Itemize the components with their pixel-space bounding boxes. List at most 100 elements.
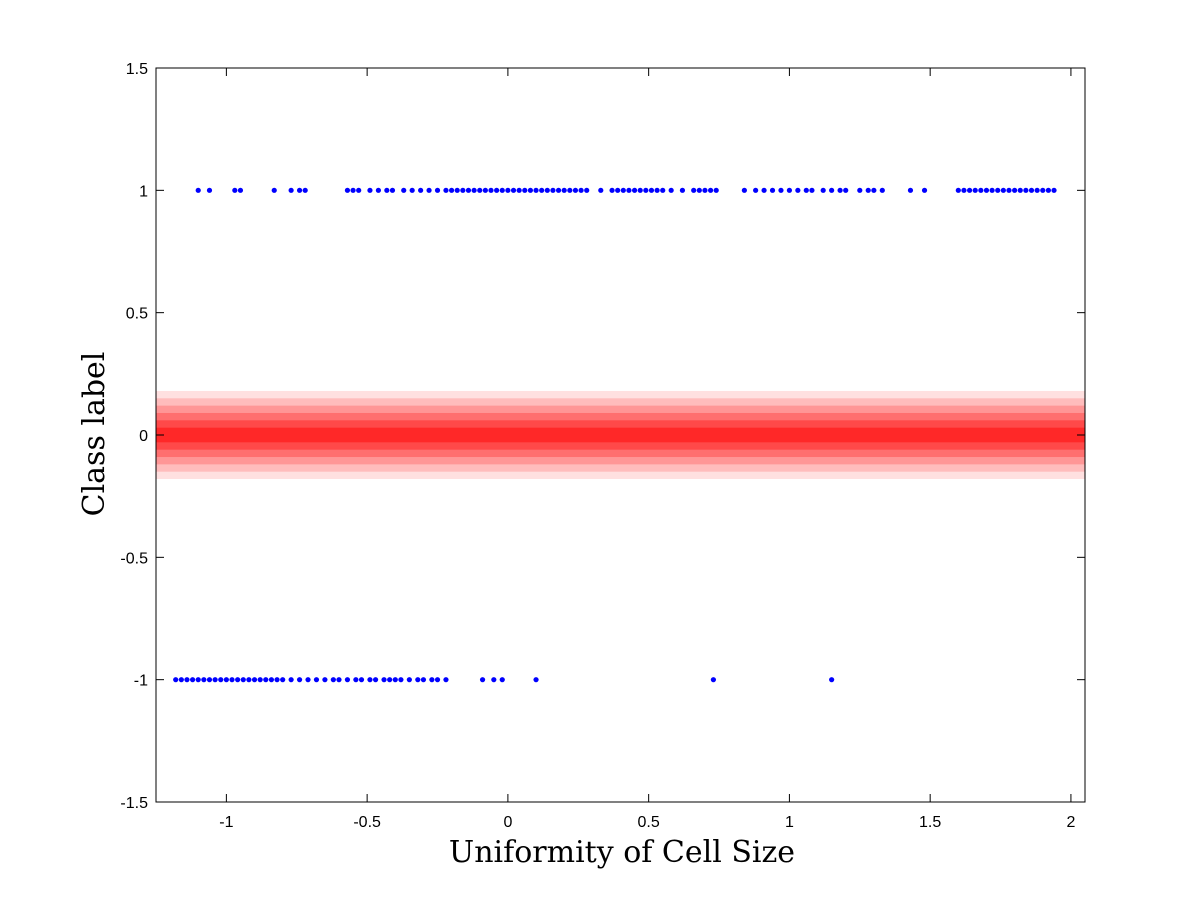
data-point [237, 187, 244, 193]
data-point [381, 677, 387, 683]
y-tick-label: 0.5 [126, 306, 148, 323]
data-point [1012, 187, 1018, 193]
data-point [330, 677, 336, 683]
data-point [313, 677, 320, 683]
data-point [460, 187, 466, 193]
data-point [707, 187, 714, 193]
data-point [615, 187, 621, 193]
data-point [499, 677, 505, 683]
data-point [660, 187, 666, 193]
data-point [857, 187, 863, 193]
data-point [879, 187, 885, 193]
data-point [268, 677, 275, 683]
x-tick-label: 0 [503, 814, 512, 831]
data-point [223, 677, 229, 683]
data-point [212, 677, 218, 683]
x-tick-label: 1 [785, 814, 794, 831]
data-point [420, 677, 427, 683]
data-point [921, 187, 928, 193]
data-point [406, 677, 412, 683]
data-point [173, 677, 179, 683]
data-point [691, 187, 697, 193]
data-point [372, 677, 379, 683]
data-point [843, 187, 849, 193]
data-point [178, 677, 184, 683]
data-point [235, 677, 241, 683]
data-point [539, 187, 545, 193]
data-point [367, 187, 373, 193]
data-point [989, 187, 995, 193]
data-point [741, 187, 747, 193]
data-point [350, 187, 356, 193]
data-point [550, 187, 556, 193]
data-point [409, 187, 415, 193]
data-point [384, 187, 390, 193]
data-point [488, 187, 494, 193]
data-point [955, 187, 961, 193]
data-point [1051, 187, 1057, 193]
data-point [429, 677, 435, 683]
data-point [544, 187, 550, 193]
band-level-1 [156, 398, 1085, 472]
data-point [679, 187, 686, 193]
data-point [654, 187, 660, 193]
data-point [471, 187, 477, 193]
data-point [1023, 187, 1029, 193]
data-point [443, 677, 449, 683]
data-point [418, 187, 424, 193]
data-point [1017, 187, 1023, 193]
data-point [296, 677, 303, 683]
data-point [609, 187, 615, 193]
band-level-0 [156, 390, 1085, 480]
data-point [392, 677, 398, 683]
data-point [367, 677, 373, 683]
data-point [1034, 187, 1040, 193]
data-point [702, 187, 708, 193]
data-point [907, 187, 914, 193]
data-point [288, 677, 294, 683]
y-tick-label: 1.5 [126, 61, 148, 78]
data-point [240, 677, 246, 683]
data-point [274, 677, 280, 683]
data-point [1006, 187, 1012, 193]
data-point [761, 187, 767, 193]
data-point [448, 187, 455, 193]
data-point [305, 677, 311, 683]
data-point [398, 677, 404, 683]
y-tick-label: -1.5 [120, 795, 148, 812]
data-point [389, 187, 396, 193]
data-point [229, 677, 235, 683]
data-point [246, 677, 252, 683]
data-point [778, 187, 784, 193]
x-axis-label: Uniformity of Cell Size [449, 835, 795, 870]
data-point [344, 187, 351, 193]
band-level-4 [156, 420, 1085, 450]
band-level-5 [156, 427, 1085, 443]
x-axis: -1 -0.5 0 0.5 1 1.5 2 [219, 68, 1075, 831]
x-tick-label: 1.5 [919, 814, 941, 831]
data-point [251, 677, 258, 683]
data-point [375, 187, 381, 193]
data-point [454, 187, 460, 193]
band-level-3 [156, 412, 1085, 458]
data-point [631, 187, 638, 193]
data-point [201, 677, 207, 683]
data-point [1028, 187, 1035, 193]
data-point [263, 677, 269, 683]
data-point [995, 187, 1001, 193]
data-point [972, 187, 978, 193]
data-point [533, 677, 539, 683]
y-axis: 1.5 1 0.5 0 -0.5 -1 -1.5 [120, 61, 1085, 812]
data-point [353, 677, 359, 683]
data-point [598, 187, 604, 193]
data-point [803, 187, 809, 193]
data-point [494, 187, 500, 193]
data-point [322, 677, 328, 683]
x-tick-label: -1 [219, 814, 233, 831]
data-point [527, 187, 534, 193]
data-point [358, 677, 365, 683]
data-point [620, 187, 626, 193]
data-point [356, 187, 362, 193]
data-point [567, 187, 573, 193]
